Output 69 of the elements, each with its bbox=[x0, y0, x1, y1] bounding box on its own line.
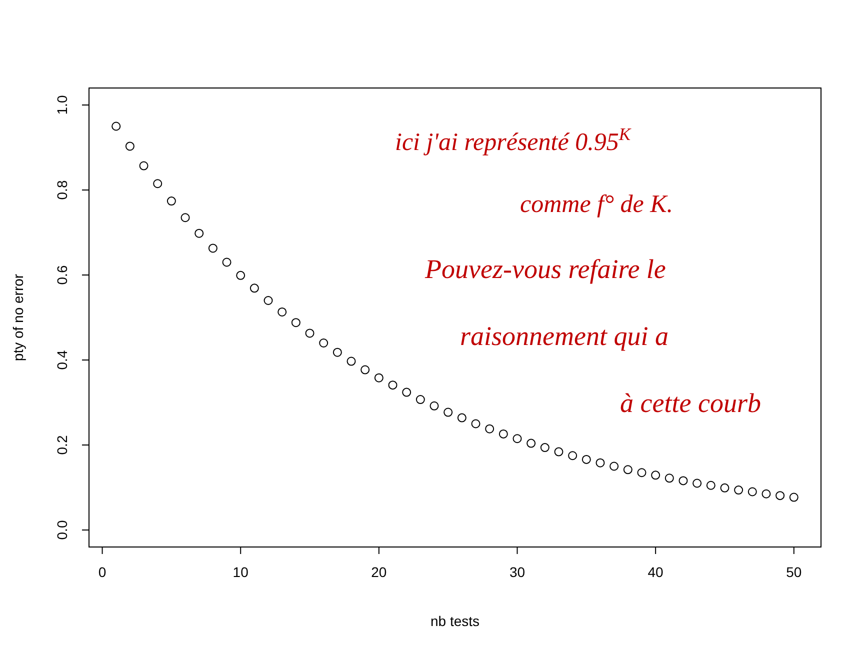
point bbox=[678, 476, 688, 486]
y-tick-label: 0.4 bbox=[54, 350, 70, 370]
point bbox=[610, 462, 619, 471]
y-axis-title: pty of no error bbox=[10, 274, 26, 362]
point bbox=[332, 348, 342, 357]
y-tick-label: 1.0 bbox=[54, 95, 70, 115]
point bbox=[166, 196, 176, 206]
y-tick-label: 0.2 bbox=[54, 435, 70, 455]
point bbox=[346, 356, 356, 366]
point bbox=[305, 328, 314, 338]
point bbox=[526, 438, 536, 448]
x-tick-label: 20 bbox=[371, 564, 387, 580]
point bbox=[388, 380, 398, 390]
point bbox=[125, 142, 134, 151]
point bbox=[720, 483, 730, 492]
x-tick-label: 50 bbox=[786, 564, 802, 580]
point bbox=[264, 296, 273, 305]
point bbox=[734, 486, 744, 495]
point bbox=[112, 122, 121, 131]
point bbox=[457, 413, 466, 422]
point bbox=[236, 270, 246, 280]
point bbox=[706, 480, 716, 490]
point bbox=[153, 179, 162, 188]
x-tick-label: 40 bbox=[648, 564, 664, 580]
x-tick-label: 0 bbox=[98, 564, 106, 580]
point bbox=[485, 424, 494, 434]
point bbox=[374, 373, 384, 382]
point bbox=[222, 258, 232, 267]
point bbox=[291, 318, 300, 328]
y-tick-label: 0.6 bbox=[54, 265, 70, 285]
point bbox=[430, 401, 439, 410]
point bbox=[250, 284, 259, 293]
point bbox=[444, 408, 453, 417]
point bbox=[139, 161, 148, 170]
point bbox=[692, 478, 702, 488]
point bbox=[498, 429, 508, 438]
x-axis-title: nb tests bbox=[430, 613, 480, 629]
point bbox=[762, 489, 771, 498]
point bbox=[789, 492, 798, 502]
annotation: à cette courb bbox=[620, 388, 761, 418]
point bbox=[582, 454, 591, 464]
point bbox=[208, 244, 218, 253]
point bbox=[471, 419, 480, 428]
point bbox=[278, 307, 287, 316]
point bbox=[360, 365, 370, 374]
point bbox=[554, 447, 564, 456]
annotation: Pouvez-vous refaire le bbox=[424, 254, 666, 284]
point bbox=[319, 338, 328, 348]
point bbox=[596, 458, 605, 468]
x-tick-label: 10 bbox=[232, 564, 249, 580]
point bbox=[664, 474, 674, 483]
point bbox=[402, 388, 412, 397]
point bbox=[623, 465, 632, 474]
point bbox=[512, 434, 522, 444]
point bbox=[568, 451, 578, 460]
y-tick-label: 0.8 bbox=[54, 180, 70, 200]
annotation: raisonnement qui a bbox=[460, 321, 668, 351]
point bbox=[637, 468, 646, 478]
point bbox=[194, 228, 204, 238]
y-tick-label: 0.0 bbox=[54, 520, 70, 540]
point bbox=[180, 213, 190, 222]
x-tick-label: 30 bbox=[509, 564, 526, 580]
point bbox=[540, 443, 550, 452]
annotation: ici j'ai représenté 0.95$^{K}$ bbox=[395, 124, 632, 156]
point bbox=[776, 491, 785, 500]
point bbox=[651, 470, 660, 480]
point bbox=[748, 487, 757, 496]
point bbox=[416, 395, 425, 404]
annotation: comme f° de K. bbox=[520, 191, 674, 218]
